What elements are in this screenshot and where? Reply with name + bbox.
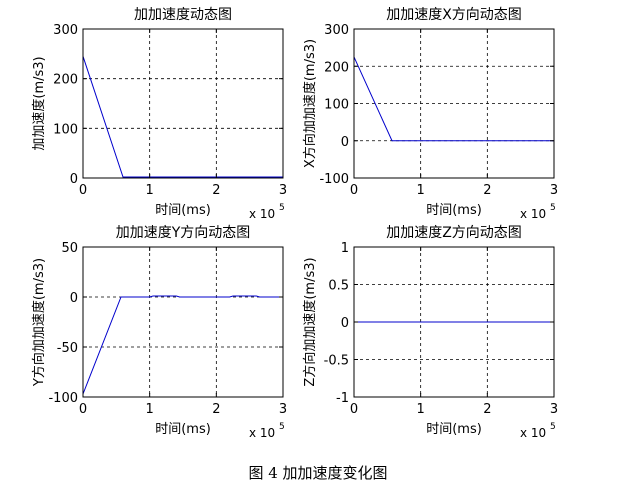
x-tick-label: 3 — [279, 183, 287, 198]
y-axis-label: Y方向加加速度(m/s3) — [31, 258, 47, 387]
x-tick-label: 0 — [79, 183, 87, 198]
x-tick-label: 0 — [350, 402, 358, 417]
x-tick-label: 0 — [79, 402, 87, 417]
x-axis-label: 时间(ms) — [155, 203, 211, 218]
plot-area — [83, 29, 283, 178]
y-tick-label: -1 — [336, 391, 349, 406]
y-axis-label: Z方向加加速度(m/s3) — [302, 257, 318, 386]
x-tick-label: 2 — [212, 183, 220, 198]
y-tick-label: 100 — [324, 98, 349, 113]
y-axis-label: 加加速度(m/s3) — [31, 56, 47, 150]
y-tick-label: 50 — [61, 241, 78, 256]
x-axis-label: 时间(ms) — [426, 203, 482, 218]
figure-caption: 图 4 加加速度变化图 — [248, 464, 388, 482]
y-tick-label: 300 — [53, 23, 78, 38]
x-tick-label: 3 — [550, 183, 558, 198]
x-multiplier-exponent: 5 — [279, 203, 285, 213]
x-tick-label: 1 — [146, 402, 154, 417]
plot-area — [354, 29, 554, 178]
x-multiplier-exponent: 5 — [550, 422, 556, 432]
chart-title: 加加速度Y方向动态图 — [116, 225, 251, 241]
axes-box — [82, 28, 284, 179]
y-tick-label: 0 — [70, 172, 78, 187]
x-multiplier: x 10 — [249, 207, 275, 221]
x-tick-label: 3 — [279, 402, 287, 417]
x-axis-label: 时间(ms) — [155, 422, 211, 437]
x-tick-label: 0 — [350, 183, 358, 198]
axes-box — [82, 246, 284, 398]
x-tick-label: 2 — [212, 402, 220, 417]
x-multiplier-exponent: 5 — [550, 203, 556, 213]
y-tick-label: 0.5 — [328, 279, 349, 294]
y-tick-label: -100 — [48, 391, 78, 406]
x-multiplier: x 10 — [520, 207, 546, 221]
x-tick-label: 2 — [483, 183, 491, 198]
x-tick-label: 1 — [417, 402, 425, 417]
y-tick-label: 300 — [324, 23, 349, 38]
subplot-2: 0 1 2 3-1000100200300加加速度X方向动态图时间(ms)X方向加加速… — [302, 7, 558, 221]
y-tick-label: 100 — [53, 122, 78, 137]
series-line — [353, 56, 554, 142]
y-tick-label: 0 — [70, 291, 78, 306]
chart-title: 加加速度动态图 — [134, 7, 232, 23]
series-line — [82, 295, 283, 395]
x-multiplier: x 10 — [520, 426, 546, 440]
x-axis-label: 时间(ms) — [426, 422, 482, 437]
x-tick-label: 1 — [417, 183, 425, 198]
y-tick-label: 1 — [341, 241, 349, 256]
y-tick-label: -50 — [57, 341, 78, 356]
y-tick-label: 0 — [341, 316, 349, 331]
x-tick-label: 1 — [146, 183, 154, 198]
y-tick-label: 200 — [53, 73, 78, 88]
plot-area — [83, 247, 283, 397]
y-tick-label: 200 — [324, 60, 349, 75]
x-multiplier-exponent: 5 — [279, 422, 285, 432]
chart-title: 加加速度X方向动态图 — [386, 7, 522, 23]
series-line — [82, 56, 283, 178]
y-tick-label: 0 — [341, 135, 349, 150]
chart-title: 加加速度Z方向动态图 — [386, 225, 522, 241]
x-multiplier: x 10 — [249, 426, 275, 440]
y-tick-label: -100 — [319, 172, 349, 187]
x-tick-label: 2 — [483, 402, 491, 417]
x-tick-label: 3 — [550, 402, 558, 417]
y-axis-label: X方向加加速度(m/s3) — [302, 39, 318, 168]
y-tick-label: -0.5 — [324, 354, 349, 369]
